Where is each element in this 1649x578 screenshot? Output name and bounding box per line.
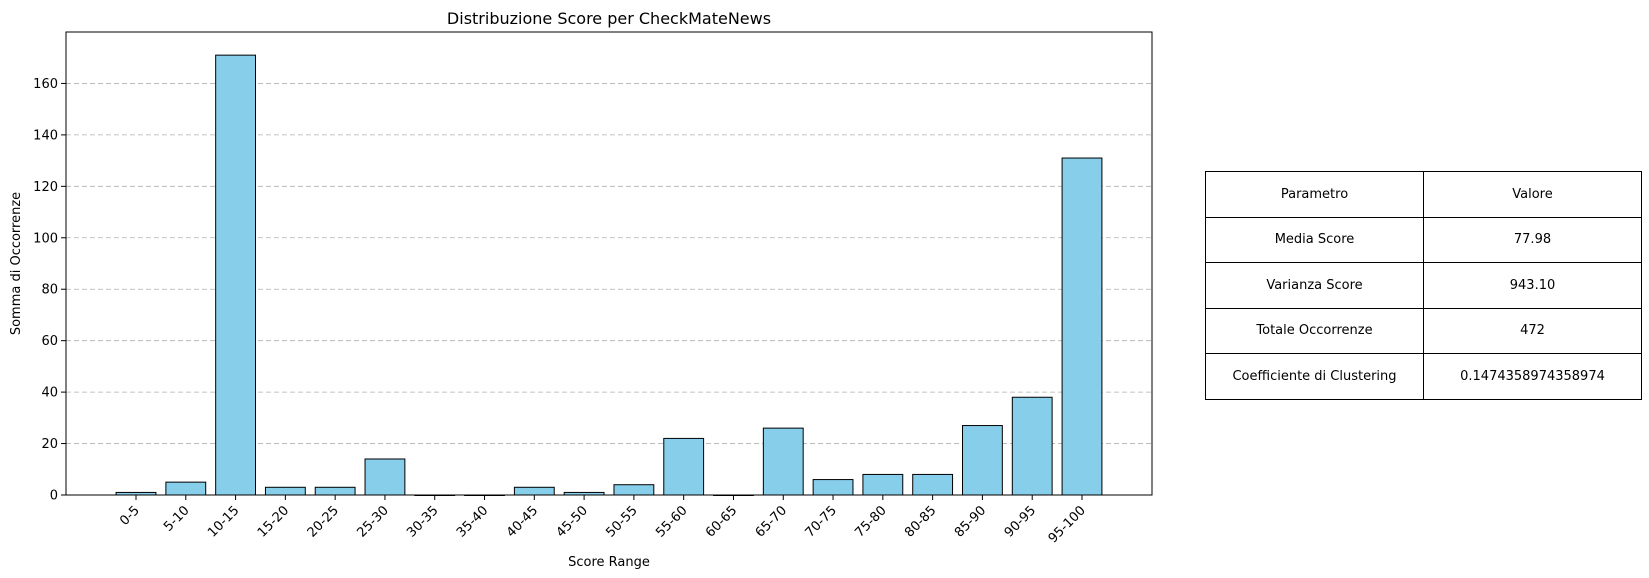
bar	[762, 427, 804, 496]
x-tick-label: 80-85	[902, 503, 939, 540]
x-tick-label: 5-10	[161, 503, 192, 534]
bar-chart: Distribuzione Score per CheckMateNews 0 2…	[9, 9, 1153, 570]
x-tick-label: 20-25	[305, 503, 342, 540]
bar	[912, 473, 954, 496]
bar	[812, 479, 854, 496]
bar	[314, 486, 356, 496]
parameter-cell: Totale Occorrenze	[1205, 307, 1424, 354]
value-cell: 77.98	[1423, 216, 1642, 263]
y-tick-label: 160	[33, 77, 58, 92]
x-tick-label: 15-20	[255, 503, 292, 540]
statistics-table: Parametro Valore Media Score 77.98 Varia…	[1205, 171, 1642, 400]
y-tick-label: 100	[33, 231, 58, 246]
bar	[513, 486, 555, 496]
bar	[962, 425, 1003, 496]
table-header-row: Parametro Valore	[1205, 171, 1642, 218]
table-row: Media Score 77.98	[1205, 216, 1642, 263]
value-cell: 943.10	[1423, 262, 1642, 309]
x-axis-label: Score Range	[568, 555, 650, 570]
y-tick-label: 40	[41, 386, 58, 401]
x-tick-label: 45-50	[554, 503, 591, 540]
table-row: Varianza Score 943.10	[1205, 262, 1642, 309]
table-header-cell: Parametro	[1205, 171, 1424, 218]
value-cell: 472	[1423, 307, 1642, 354]
bar	[264, 486, 306, 496]
x-tick-label: 30-35	[404, 503, 441, 540]
x-tick-label: 60-65	[703, 503, 740, 540]
x-tick-label: 85-90	[952, 503, 989, 540]
x-axis: 0-5 5-10 10-15 15-20 20-25 25-30 30-35 35-40 40-…	[117, 495, 1089, 546]
value-cell: 0.1474358974358974	[1423, 353, 1642, 400]
parameter-cell: Varianza Score	[1205, 262, 1424, 309]
x-tick-label: 90-95	[1002, 503, 1039, 540]
table-row: Totale Occorrenze 472	[1205, 307, 1642, 354]
x-tick-label: 65-70	[753, 503, 790, 540]
table-row: Coefficiente di Clustering 0.14743589743…	[1205, 353, 1642, 400]
x-tick-label: 0-5	[117, 503, 143, 529]
y-tick-label: 60	[41, 334, 58, 349]
bar	[663, 437, 705, 496]
bar	[215, 54, 256, 496]
y-tick-label: 0	[50, 489, 58, 504]
bar	[1061, 157, 1103, 496]
y-tick-label: 140	[33, 128, 58, 143]
y-axis-label: Somma di Occorrenze	[9, 192, 24, 335]
bar	[1011, 396, 1053, 496]
bar	[613, 484, 655, 496]
x-tick-label: 70-75	[803, 503, 840, 540]
x-tick-label: 75-80	[852, 503, 889, 540]
y-tick-label: 80	[41, 283, 58, 298]
chart-title: Distribuzione Score per CheckMateNews	[447, 9, 771, 28]
x-tick-label: 10-15	[205, 503, 242, 540]
x-tick-label: 55-60	[653, 503, 690, 540]
plot-frame	[65, 31, 1153, 496]
x-tick-label: 40-45	[504, 503, 541, 540]
bar	[364, 458, 406, 496]
bar	[862, 473, 904, 496]
x-tick-label: 50-55	[603, 503, 640, 540]
x-tick-label: 95-100	[1046, 503, 1089, 546]
parameter-cell: Media Score	[1205, 216, 1424, 263]
parameter-cell: Coefficiente di Clustering	[1205, 353, 1424, 400]
y-tick-label: 20	[41, 437, 58, 452]
y-axis: 0 20 40 60 80 100 120 140 160	[33, 77, 66, 504]
y-tick-label: 120	[33, 180, 58, 195]
table-header-cell: Valore	[1423, 171, 1642, 218]
bars	[115, 54, 1103, 496]
x-tick-label: 35-40	[454, 503, 491, 540]
x-tick-label: 25-30	[354, 503, 391, 540]
bar	[165, 481, 207, 496]
